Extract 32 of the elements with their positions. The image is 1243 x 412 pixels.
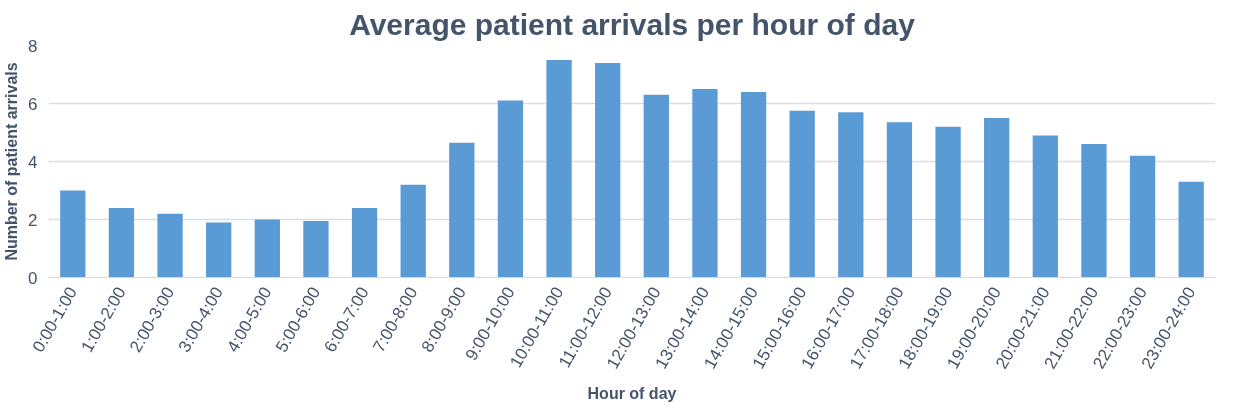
bar	[1178, 181, 1204, 278]
bar	[789, 110, 815, 278]
bar	[740, 91, 767, 278]
y-tick-label: 2	[28, 210, 38, 230]
y-tick-label: 4	[28, 152, 38, 172]
bar	[886, 122, 913, 278]
bar	[351, 207, 378, 278]
bar	[303, 220, 329, 278]
bar	[206, 222, 232, 278]
y-tick-label: 8	[28, 36, 38, 56]
bar	[643, 94, 669, 278]
bar	[254, 219, 280, 278]
bar	[1032, 135, 1058, 278]
chart-title: Average patient arrivals per hour of day	[349, 7, 916, 41]
bar	[400, 184, 426, 278]
bar	[692, 89, 718, 278]
bar	[838, 112, 864, 278]
y-tick-label: 6	[28, 94, 38, 114]
y-tick-label: 0	[28, 268, 38, 288]
bar	[935, 126, 961, 278]
bar	[1129, 155, 1156, 278]
bar	[595, 62, 621, 278]
bar	[984, 118, 1010, 278]
bar	[108, 207, 135, 278]
bar	[1081, 144, 1107, 278]
bar	[449, 142, 475, 278]
y-axis-title: Number of patient arrivals	[3, 62, 21, 261]
bar	[60, 190, 86, 278]
x-axis-title: Hour of day	[587, 384, 677, 402]
bar	[157, 213, 183, 278]
bar	[546, 60, 572, 278]
bar	[497, 100, 524, 278]
